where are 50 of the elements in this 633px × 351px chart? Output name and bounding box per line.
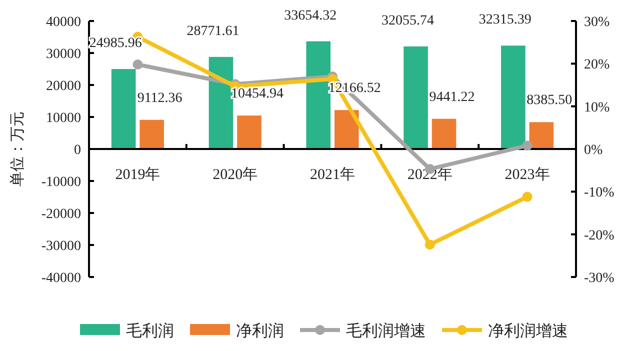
y-tick-label: 20000 <box>46 79 81 94</box>
bar <box>237 116 262 149</box>
bar <box>404 46 428 149</box>
x-tick-label: 2023年 <box>504 166 550 183</box>
label: 28771.61 <box>186 24 240 39</box>
y2-tick-label: 0% <box>584 143 603 158</box>
y2-tick-label: 30% <box>584 15 610 30</box>
bar <box>501 46 526 149</box>
legend-label: 净利润 <box>236 322 284 340</box>
label: 9441.22 <box>429 90 475 105</box>
y-tick-label: 10000 <box>46 111 81 126</box>
label: 32315.39 <box>478 12 532 28</box>
point <box>522 192 532 202</box>
y2-tick-label: -30% <box>584 271 615 286</box>
bar <box>334 110 359 149</box>
y2-tick-label: 20% <box>584 58 610 73</box>
point <box>522 140 532 151</box>
x-tick-label: 2019年 <box>115 166 160 183</box>
legend: 毛利润 <box>80 323 174 340</box>
y-tick-label: -30000 <box>41 239 81 254</box>
bar <box>111 69 136 149</box>
point <box>424 240 435 250</box>
y-tick-label: -40000 <box>41 271 81 286</box>
y-axis-title: 单位：万元 <box>9 112 26 186</box>
legend-label: 毛利润 <box>126 322 174 340</box>
y2-tick-label: 10% <box>584 100 610 116</box>
label: 8385.50 <box>526 93 572 108</box>
legend: 毛利润增速 <box>300 323 426 340</box>
bar <box>306 41 331 149</box>
label: 24985.96 <box>89 36 142 52</box>
bar <box>432 118 456 149</box>
legend: 净利润增速 <box>442 323 568 340</box>
y2-tick-label: -10% <box>584 186 615 201</box>
y-tick-label: -10000 <box>41 175 81 190</box>
legend-label: 净利润增速 <box>488 322 568 340</box>
x-tick-label: 2021年 <box>310 166 355 183</box>
label: 9112.36 <box>137 90 182 106</box>
label: 33654.32 <box>284 8 337 24</box>
y-tick-label: -20000 <box>41 207 81 222</box>
label: 32055.74 <box>382 13 434 28</box>
legend-label: 毛利润增速 <box>346 322 426 340</box>
y-tick-label: 40000 <box>46 15 81 30</box>
y-tick-label: 0 <box>74 143 81 158</box>
x-tick-label: 2020年 <box>212 166 258 183</box>
y2-tick-label: -20% <box>584 228 615 244</box>
bar <box>529 122 554 149</box>
bar <box>140 120 164 149</box>
legend: 净利润 <box>190 323 284 340</box>
y-tick-label: 30000 <box>46 47 81 62</box>
point <box>132 60 143 70</box>
